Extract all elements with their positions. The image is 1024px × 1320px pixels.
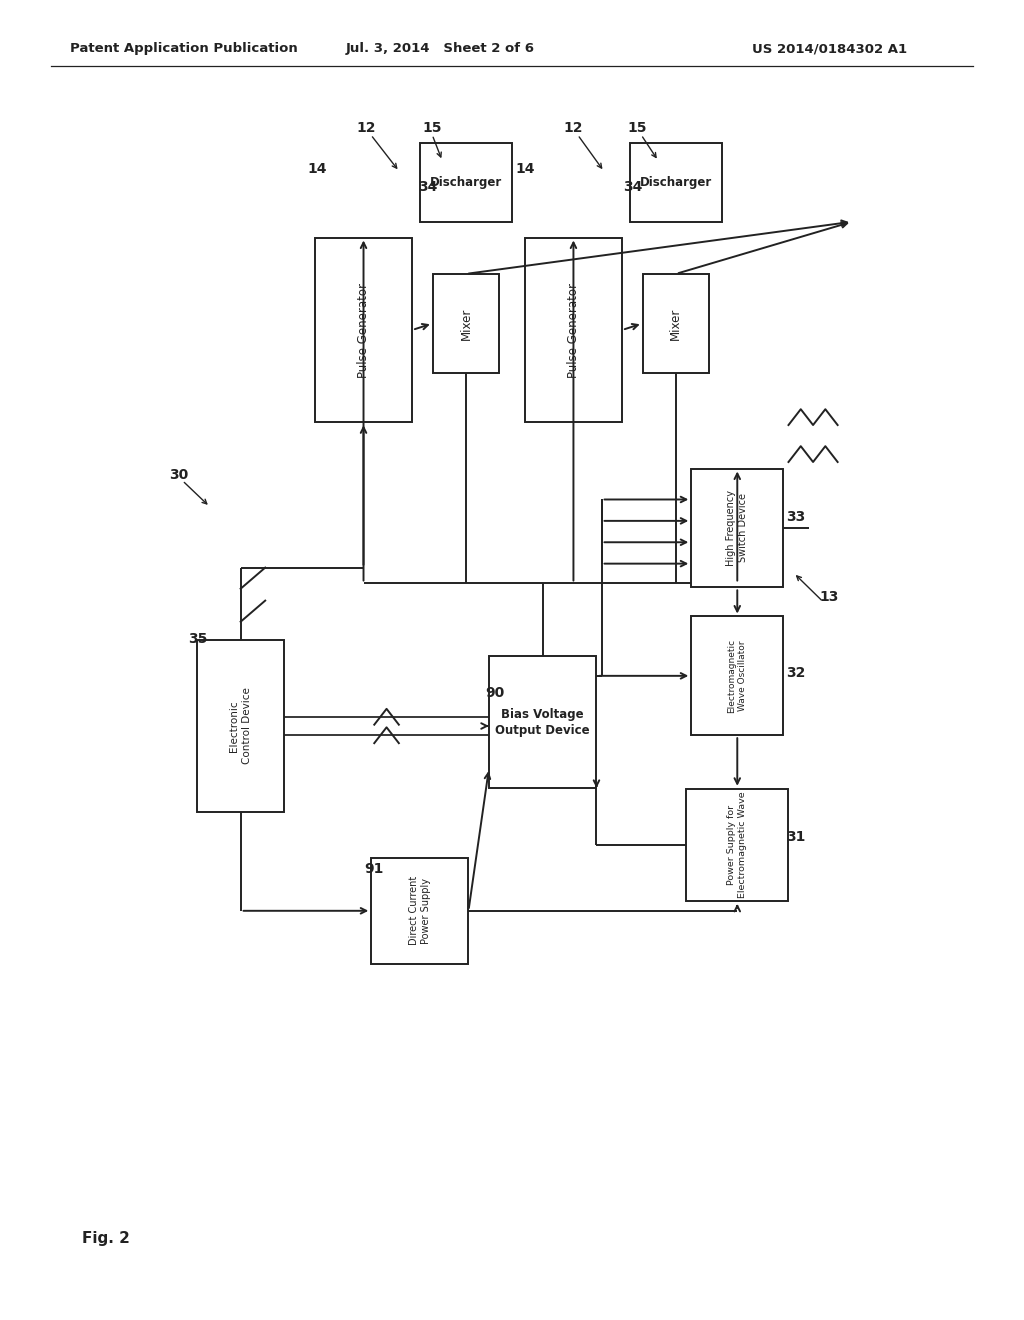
Text: 12: 12 (356, 121, 377, 135)
Text: 14: 14 (307, 162, 328, 176)
Bar (371, 858, 469, 964)
Text: Mixer: Mixer (460, 308, 472, 339)
Text: Mixer: Mixer (670, 308, 682, 339)
Text: Discharger: Discharger (430, 176, 502, 189)
Text: Bias Voltage
Output Device: Bias Voltage Output Device (496, 708, 590, 737)
Bar (315, 238, 412, 422)
Bar (525, 238, 623, 422)
Text: Jul. 3, 2014   Sheet 2 of 6: Jul. 3, 2014 Sheet 2 of 6 (346, 42, 535, 55)
Text: 15: 15 (422, 121, 442, 135)
Bar (643, 275, 710, 372)
Text: 12: 12 (563, 121, 584, 135)
Text: Direct Current
Power Supply: Direct Current Power Supply (409, 876, 431, 945)
Text: Power Supply for
Electromagnetic Wave: Power Supply for Electromagnetic Wave (727, 792, 748, 898)
Text: 15: 15 (627, 121, 647, 135)
Text: Electronic
Control Device: Electronic Control Device (229, 688, 252, 764)
Text: High Frequency
Switch Device: High Frequency Switch Device (726, 490, 749, 566)
Text: US 2014/0184302 A1: US 2014/0184302 A1 (752, 42, 907, 55)
Bar (691, 616, 783, 735)
Bar (691, 469, 783, 587)
Text: 34: 34 (624, 181, 642, 194)
Text: Fig. 2: Fig. 2 (82, 1230, 130, 1246)
Text: Electromagnetic
Wave Oscillator: Electromagnetic Wave Oscillator (727, 639, 748, 713)
Text: 14: 14 (515, 162, 536, 176)
Text: 30: 30 (170, 469, 188, 482)
Text: Patent Application Publication: Patent Application Publication (70, 42, 297, 55)
Bar (432, 275, 500, 372)
Text: 31: 31 (786, 830, 806, 843)
Text: Pulse Generator: Pulse Generator (567, 282, 580, 378)
Text: 35: 35 (188, 632, 207, 645)
Text: 34: 34 (419, 181, 437, 194)
Text: Discharger: Discharger (640, 176, 712, 189)
Text: 90: 90 (485, 686, 504, 700)
Text: 91: 91 (365, 862, 383, 875)
Text: Pulse Generator: Pulse Generator (357, 282, 370, 378)
Bar (686, 788, 788, 900)
Text: 13: 13 (819, 590, 839, 603)
Bar (420, 143, 512, 222)
Text: 33: 33 (786, 511, 806, 524)
Bar (630, 143, 722, 222)
Bar (489, 656, 596, 788)
Text: 32: 32 (786, 667, 806, 680)
Bar (197, 640, 284, 812)
